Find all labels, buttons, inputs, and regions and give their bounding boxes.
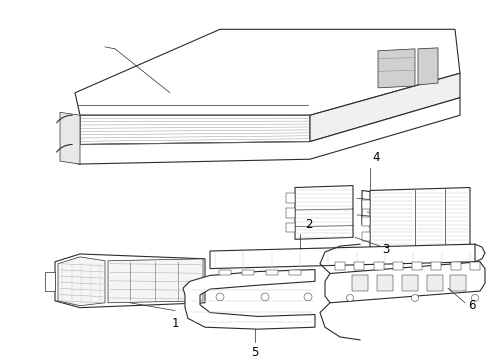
Polygon shape [80, 115, 310, 145]
Polygon shape [55, 254, 205, 308]
Polygon shape [210, 244, 475, 269]
Polygon shape [370, 188, 470, 249]
Polygon shape [286, 193, 295, 203]
Polygon shape [219, 270, 231, 275]
Polygon shape [451, 262, 461, 270]
Polygon shape [286, 223, 295, 233]
Circle shape [471, 294, 479, 301]
Text: 2: 2 [305, 219, 313, 231]
Polygon shape [289, 270, 301, 275]
Polygon shape [362, 190, 382, 228]
Text: 1: 1 [171, 318, 179, 330]
Polygon shape [295, 185, 353, 239]
Polygon shape [431, 262, 441, 270]
Polygon shape [378, 49, 415, 88]
Text: 6: 6 [468, 299, 475, 312]
Polygon shape [362, 233, 370, 241]
Text: 3: 3 [382, 243, 390, 256]
Polygon shape [325, 262, 485, 303]
Circle shape [304, 293, 312, 301]
Polygon shape [412, 262, 422, 270]
Polygon shape [354, 262, 364, 270]
Polygon shape [393, 262, 403, 270]
Polygon shape [242, 270, 254, 275]
Circle shape [216, 293, 224, 301]
Polygon shape [402, 275, 418, 291]
Polygon shape [60, 112, 80, 164]
Polygon shape [310, 73, 460, 141]
Polygon shape [450, 275, 466, 291]
Polygon shape [335, 262, 345, 270]
Polygon shape [183, 270, 315, 329]
Circle shape [412, 294, 418, 301]
Polygon shape [45, 271, 55, 291]
Polygon shape [362, 217, 370, 226]
Polygon shape [78, 98, 460, 164]
Polygon shape [108, 259, 203, 303]
Circle shape [346, 294, 353, 301]
Polygon shape [377, 275, 393, 291]
Polygon shape [58, 257, 105, 306]
Polygon shape [362, 200, 370, 209]
Text: 5: 5 [251, 346, 259, 359]
Polygon shape [352, 275, 368, 291]
Polygon shape [286, 208, 295, 218]
Polygon shape [75, 29, 460, 115]
Polygon shape [418, 48, 438, 85]
Text: 4: 4 [372, 151, 379, 164]
Polygon shape [373, 262, 384, 270]
Polygon shape [470, 262, 480, 270]
Circle shape [261, 293, 269, 301]
Polygon shape [266, 270, 278, 275]
Polygon shape [427, 275, 443, 291]
